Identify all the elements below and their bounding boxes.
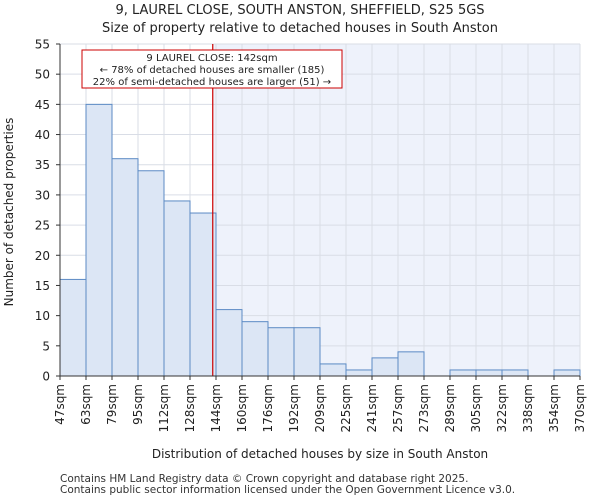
chart-title: 9, LAUREL CLOSE, SOUTH ANSTON, SHEFFIELD… [115,3,485,18]
y-tick-label: 15 [35,279,50,293]
x-tick-label: 305sqm [469,384,483,432]
x-tick-label: 160sqm [235,384,249,432]
x-tick-label: 257sqm [391,384,405,432]
x-axis-label: Distribution of detached houses by size … [152,447,488,461]
x-tick-label: 47sqm [53,384,67,425]
x-tick-label: 192sqm [287,384,301,432]
y-tick-label: 55 [35,38,50,52]
histogram-bar [241,321,269,377]
y-tick-label: 5 [42,339,50,353]
annotation-line-3: 22% of semi-detached houses are larger (… [93,77,331,88]
histogram-bar [293,327,321,377]
x-tick-label: 112sqm [157,384,171,432]
highlight-region [212,44,580,376]
x-tick-label: 370sqm [573,384,587,432]
y-axis-label: Number of detached properties [2,118,16,307]
x-tick-label: 95sqm [131,384,145,425]
y-tick-label: 35 [35,158,50,172]
histogram-bar [59,278,87,377]
x-tick-label: 241sqm [365,384,379,432]
x-tick-label: 144sqm [209,384,223,432]
histogram-bar [319,363,347,377]
histogram-bar [215,309,243,377]
x-tick-label: 354sqm [547,384,561,432]
x-tick-label: 338sqm [521,384,535,432]
y-tick-label: 25 [35,219,50,233]
x-tick-label: 176sqm [261,384,275,432]
x-tick-label: 225sqm [339,384,353,432]
annotation-box [81,49,343,89]
footer-line-1: Contains HM Land Registry data © Crown c… [60,473,469,485]
histogram-bar [397,351,425,377]
histogram-bar [137,170,165,377]
x-tick-label: 209sqm [313,384,327,432]
x-tick-label: 322sqm [495,384,509,432]
histogram-bar [553,369,581,377]
x-tick-label: 273sqm [417,384,431,432]
y-tick-label: 10 [35,309,50,323]
histogram-bar [345,369,373,377]
histogram-bar [85,103,113,377]
y-tick-label: 0 [42,370,50,384]
annotation-line-1: 9 LAUREL CLOSE: 142sqm [146,53,277,64]
histogram-bar [371,357,399,377]
chart-subtitle: Size of property relative to detached ho… [102,21,498,36]
x-tick-label: 79sqm [105,384,119,425]
histogram-bar [163,200,191,377]
footer-line-2: Contains public sector information licen… [60,484,516,496]
histogram-bar [449,369,477,377]
y-tick-label: 20 [35,249,50,263]
y-tick-label: 30 [35,188,50,202]
x-tick-label: 63sqm [79,384,93,425]
histogram-bar [501,369,529,377]
histogram-bar [111,158,139,377]
y-tick-label: 50 [35,68,50,82]
annotation-line-2: ← 78% of detached houses are smaller (18… [100,65,325,76]
histogram-chart: 0 5 10 15 20 25 30 35 40 45 50 55 47sqm 63sqm 79sqm 95… [2,38,587,462]
x-tick-label: 128sqm [183,384,197,432]
histogram-bar [267,327,295,377]
x-tick-label: 289sqm [443,384,457,432]
histogram-bar [475,369,503,377]
histogram-bar [189,212,217,377]
y-tick-label: 40 [35,128,50,142]
y-tick-label: 45 [35,98,50,112]
